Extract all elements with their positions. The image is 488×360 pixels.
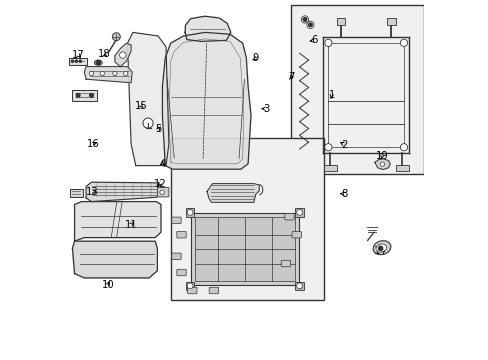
Circle shape: [187, 283, 193, 289]
Polygon shape: [72, 241, 157, 278]
Bar: [336, 18, 345, 25]
Polygon shape: [115, 43, 131, 67]
Circle shape: [89, 94, 93, 97]
Text: 7: 7: [287, 72, 294, 82]
Ellipse shape: [372, 241, 390, 255]
Polygon shape: [127, 32, 168, 166]
Bar: [171, 138, 323, 300]
FancyBboxPatch shape: [281, 260, 290, 267]
Text: 16: 16: [86, 139, 99, 149]
Bar: [195, 217, 294, 281]
Text: 14: 14: [373, 246, 386, 256]
Circle shape: [296, 210, 302, 215]
Polygon shape: [206, 184, 259, 202]
FancyBboxPatch shape: [209, 287, 218, 294]
Text: 12: 12: [153, 179, 166, 189]
Circle shape: [113, 71, 117, 76]
Bar: [323, 165, 336, 171]
FancyBboxPatch shape: [177, 269, 186, 276]
Bar: [290, 5, 423, 174]
Polygon shape: [84, 67, 132, 83]
Polygon shape: [374, 159, 389, 170]
Ellipse shape: [375, 244, 386, 252]
Text: 19: 19: [375, 151, 387, 161]
Circle shape: [400, 39, 407, 46]
Circle shape: [96, 60, 101, 65]
Text: 18: 18: [98, 49, 110, 59]
Circle shape: [380, 162, 384, 166]
Text: 4: 4: [159, 159, 165, 169]
Circle shape: [120, 52, 126, 58]
FancyBboxPatch shape: [284, 213, 294, 220]
Text: 17: 17: [71, 50, 84, 60]
Circle shape: [123, 71, 127, 76]
FancyBboxPatch shape: [177, 231, 186, 238]
Circle shape: [301, 16, 308, 23]
Ellipse shape: [94, 60, 102, 65]
Circle shape: [296, 283, 302, 289]
Polygon shape: [185, 16, 230, 41]
Text: 6: 6: [310, 35, 317, 45]
FancyBboxPatch shape: [291, 231, 301, 238]
Bar: [70, 189, 82, 197]
Circle shape: [303, 18, 306, 21]
Polygon shape: [86, 182, 162, 202]
Text: 8: 8: [341, 189, 346, 199]
Polygon shape: [75, 202, 161, 241]
FancyBboxPatch shape: [171, 253, 181, 260]
Circle shape: [324, 39, 331, 46]
Circle shape: [324, 144, 331, 151]
Circle shape: [112, 33, 120, 41]
FancyBboxPatch shape: [157, 188, 168, 197]
Bar: [185, 282, 194, 290]
Text: 13: 13: [86, 186, 98, 197]
Text: 9: 9: [252, 53, 258, 63]
Text: 10: 10: [101, 280, 114, 290]
Bar: [295, 282, 303, 290]
Circle shape: [79, 60, 81, 62]
Circle shape: [100, 71, 104, 76]
Circle shape: [400, 144, 407, 151]
Polygon shape: [162, 32, 250, 169]
Text: 1: 1: [328, 90, 334, 100]
Circle shape: [160, 190, 164, 194]
Circle shape: [76, 94, 80, 97]
Bar: [185, 208, 194, 217]
Text: 2: 2: [341, 140, 347, 150]
Circle shape: [142, 118, 153, 128]
Text: 5: 5: [155, 124, 162, 134]
Bar: [190, 213, 298, 285]
Circle shape: [89, 71, 94, 76]
Text: 11: 11: [124, 220, 137, 230]
FancyBboxPatch shape: [187, 287, 197, 294]
Circle shape: [306, 21, 313, 28]
Circle shape: [378, 246, 382, 251]
Circle shape: [75, 60, 77, 62]
Circle shape: [308, 23, 311, 27]
FancyBboxPatch shape: [171, 217, 181, 224]
Text: 3: 3: [263, 104, 269, 114]
Bar: [386, 18, 395, 25]
Bar: [295, 208, 303, 217]
Bar: [395, 165, 408, 171]
Text: 15: 15: [135, 101, 147, 111]
Circle shape: [187, 210, 193, 215]
Circle shape: [71, 60, 73, 62]
Bar: [72, 90, 97, 101]
Bar: [69, 58, 87, 65]
